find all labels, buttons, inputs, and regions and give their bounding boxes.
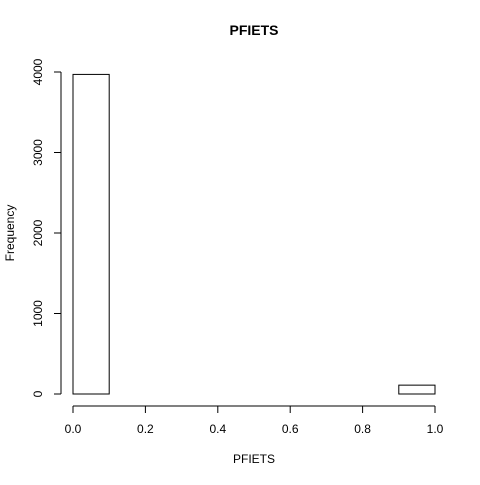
x-tick-label: 0.6 — [282, 422, 299, 436]
histogram-bars — [72, 73, 436, 395]
x-axis: 0.0 0.2 0.4 0.6 0.8 1.0 — [65, 405, 444, 436]
x-tick-label: 0.8 — [354, 422, 371, 436]
x-axis-label: PFIETS — [233, 452, 275, 466]
x-tick-label: 0.4 — [209, 422, 226, 436]
histogram-bar-10 — [398, 384, 436, 395]
histogram-bar-1 — [72, 73, 110, 395]
y-axis: 0 1000 2000 3000 4000 — [31, 58, 62, 397]
x-tick-label: 1.0 — [427, 422, 444, 436]
y-tick-label: 1000 — [31, 300, 45, 327]
y-axis-label: Frequency — [3, 205, 17, 262]
y-tick-label: 3000 — [31, 139, 45, 166]
y-tick-label: 4000 — [31, 58, 45, 85]
y-tick-label: 0 — [31, 390, 45, 397]
x-tick-label: 0.0 — [65, 422, 82, 436]
y-tick-label: 2000 — [31, 219, 45, 246]
chart-title: PFIETS — [229, 22, 278, 38]
x-tick-label: 0.2 — [137, 422, 154, 436]
